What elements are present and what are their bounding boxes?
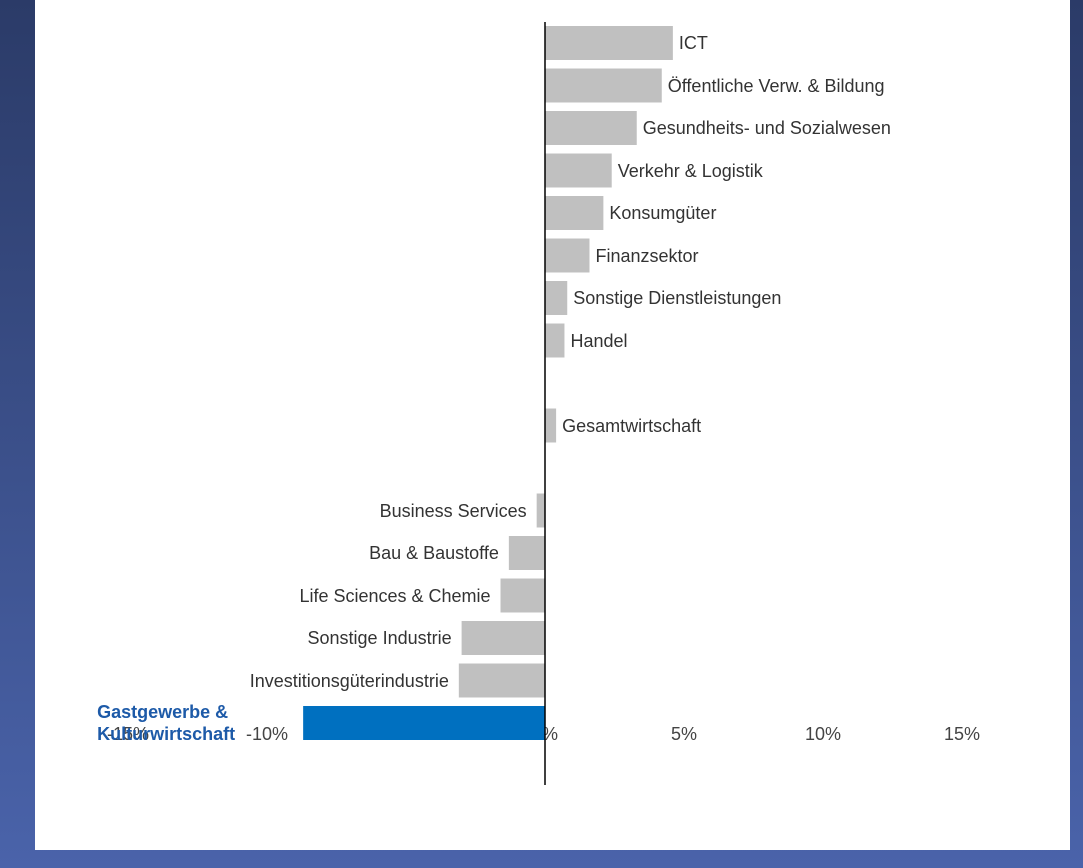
x-tick-label: 15% (944, 724, 980, 744)
bar (545, 68, 662, 103)
bar-label: Gastgewerbe & Kulturwirtschaft (97, 702, 236, 744)
x-tick-label: 5% (671, 724, 697, 744)
bar (508, 536, 545, 570)
bar (545, 111, 637, 145)
bar-label: Finanzsektor (595, 245, 699, 266)
bar-label: Verkehr & Logistik (617, 160, 763, 181)
bar-label: Handel (570, 330, 628, 351)
bar-label: Gesamtwirtschaft (562, 415, 702, 436)
bar-label: Business Services (379, 500, 527, 521)
bar-label: Öffentliche Verw. & Bildung (667, 75, 885, 96)
bar (461, 621, 545, 655)
bar-label: Sonstige Dienstleistungen (573, 288, 782, 308)
bar (545, 281, 568, 315)
bar-label: Sonstige Industrie (307, 628, 452, 648)
bar (303, 706, 545, 740)
bar-label: Life Sciences & Chemie (299, 585, 491, 606)
bar (545, 196, 604, 230)
bar-label: Bau & Baustoffe (369, 543, 499, 563)
bar (545, 408, 557, 443)
x-tick-label: 10% (805, 724, 841, 744)
bar (545, 153, 612, 188)
bar-label: Konsumgüter (609, 203, 717, 223)
x-tick-label: -10% (246, 724, 288, 744)
bar (545, 238, 590, 273)
bar (458, 663, 545, 698)
bar-label: ICT (678, 33, 708, 53)
bar-label: Investitionsgüterindustrie (249, 670, 449, 691)
bar-label: Gesundheits- und Sozialwesen (642, 118, 891, 138)
bar (536, 493, 545, 528)
bar (545, 26, 673, 60)
x-tick-label: -15% (107, 724, 149, 744)
bar (500, 578, 545, 613)
bar (545, 323, 565, 358)
